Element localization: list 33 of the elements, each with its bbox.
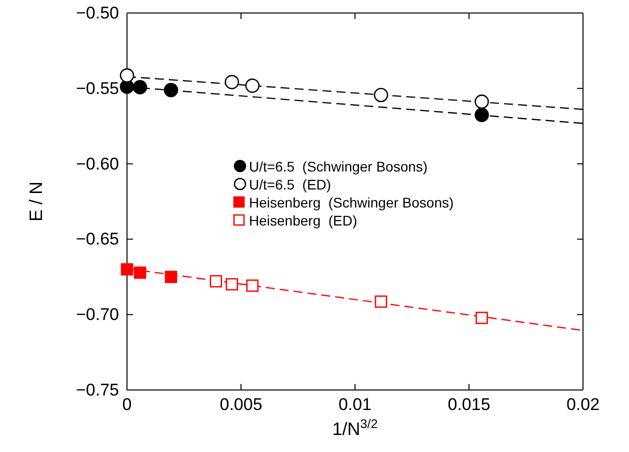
legend-label: U/t=6.5 (Schwinger Bosons)	[249, 158, 428, 174]
x-axis-title: 1/N$^{3/2}$	[332, 417, 378, 439]
point	[245, 78, 260, 93]
point	[210, 275, 222, 288]
y-tick-label: −0.70	[76, 305, 119, 324]
point	[374, 88, 388, 102]
point	[164, 82, 178, 98]
y-tick-label: −0.75	[76, 380, 119, 400]
point	[474, 108, 489, 122]
x-tick-label: 0.01	[338, 395, 372, 414]
x-tick-label: 0.015	[448, 395, 490, 414]
point	[134, 266, 146, 279]
y-tick-label: −0.60	[76, 154, 119, 174]
point	[120, 68, 134, 83]
point	[132, 80, 148, 94]
legend-label: U/t=6.5 (ED)	[249, 176, 332, 192]
x-tick-label: 0.005	[220, 395, 262, 414]
point	[226, 278, 238, 290]
point	[374, 295, 388, 308]
point	[476, 312, 488, 324]
x-tick-label: 0.02	[566, 395, 600, 414]
point	[474, 94, 489, 109]
point	[164, 270, 178, 284]
point	[246, 279, 259, 292]
y-tick-label: −0.65	[76, 230, 119, 249]
y-tick-label: −0.55	[76, 78, 119, 98]
y-axis-title: E / N	[26, 181, 46, 222]
x-tick-label: 0	[122, 395, 132, 414]
legend-label: Heisenberg (Schwinger Bosons)	[249, 194, 454, 210]
legend-label: Heisenberg (ED)	[249, 212, 358, 228]
point	[120, 263, 134, 276]
point	[224, 74, 240, 90]
y-tick-label: −0.50	[76, 3, 119, 22]
